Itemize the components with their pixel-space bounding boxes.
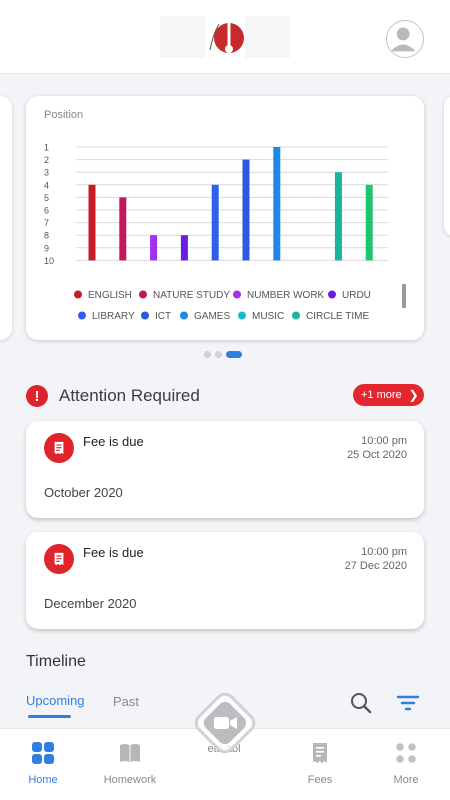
alert-icon: ! — [26, 385, 48, 407]
fee-time: 10:00 pm — [361, 546, 407, 558]
school-logo — [160, 16, 290, 58]
chart-title: Position — [44, 109, 84, 121]
legend-label: ICT — [155, 311, 171, 322]
carousel-dot[interactable] — [215, 350, 222, 358]
user-avatar-icon — [390, 27, 416, 52]
bar-games — [273, 147, 281, 261]
y-tick-label: 6 — [44, 206, 49, 216]
bar-circle-time — [334, 172, 342, 261]
nav-fees[interactable]: Fees — [280, 729, 360, 800]
position-chart: 1 2 3 4 5 6 7 8 9 10 ENGLISH NATURE STUDY NUMBER WOR… — [44, 143, 388, 322]
carousel-indicator — [204, 350, 242, 358]
fee-due-card[interactable]: Fee is due 10:00 pm 25 Oct 2020 October … — [26, 421, 424, 518]
y-tick-label: 4 — [44, 180, 49, 190]
y-tick-label: 1 — [44, 143, 49, 153]
fee-month: December 2020 — [44, 596, 137, 611]
legend-swatch — [139, 290, 147, 299]
legend-label: NUMBER WORK — [247, 290, 325, 301]
legend-label: GAMES — [194, 311, 230, 322]
nav-more[interactable]: More — [366, 729, 446, 800]
carousel-dot-active[interactable] — [226, 350, 242, 358]
receipt-icon — [313, 743, 327, 763]
y-tick-label: 8 — [44, 231, 49, 241]
receipt-icon — [44, 433, 74, 463]
legend-swatch — [238, 311, 246, 320]
y-tick-label: 7 — [44, 218, 49, 228]
receipt-icon — [44, 544, 74, 574]
chevron-right-icon: ❯ — [408, 388, 419, 402]
nav-home[interactable]: Home — [3, 729, 83, 800]
fee-time: 10:00 pm — [361, 435, 407, 447]
y-tick-label: 5 — [44, 193, 49, 203]
legend-swatch — [233, 290, 241, 299]
y-tick-label: 2 — [44, 155, 49, 165]
legend-swatch — [180, 311, 188, 320]
legend-swatch — [141, 311, 149, 320]
bar-library — [211, 184, 219, 261]
timeline-title: Timeline — [26, 653, 86, 670]
fee-date: 25 Oct 2020 — [347, 449, 407, 461]
legend-scrollbar[interactable] — [402, 284, 406, 308]
bar-nature-study — [119, 197, 127, 261]
search-icon[interactable] — [349, 691, 373, 715]
legend-swatch — [328, 290, 336, 299]
legend-swatch — [74, 290, 82, 299]
tab-upcoming[interactable]: Upcoming — [26, 693, 85, 708]
bar-unlabeled — [365, 184, 373, 261]
video-camera-icon — [194, 692, 256, 754]
fee-timestamp: 10:00 pm 25 Oct 2020 — [347, 434, 407, 462]
nav-fees-label: Fees — [307, 774, 333, 786]
nav-homework[interactable]: Homework — [90, 729, 170, 800]
carousel-card-next[interactable] — [444, 96, 450, 236]
legend-label: NATURE STUDY — [153, 290, 230, 301]
nav-home-label: Home — [28, 774, 58, 786]
legend-label: LIBRARY — [92, 311, 135, 322]
position-chart-card[interactable]: Position 1 2 3 4 5 6 7 8 9 10 ENGLISH NATURE STUDY N… — [26, 96, 424, 340]
attention-header: ! Attention Required — [26, 383, 200, 409]
top-bar — [0, 0, 450, 74]
apps-dots-icon — [396, 743, 416, 763]
more-attention-label: +1 more — [361, 389, 402, 401]
tab-active-indicator — [28, 715, 71, 718]
fee-month: October 2020 — [44, 485, 123, 500]
y-tick-label: 9 — [44, 243, 49, 253]
bar-urdu — [180, 235, 188, 261]
legend-swatch — [78, 311, 86, 320]
logo-icon — [205, 16, 245, 58]
video-call-button[interactable] — [190, 688, 260, 758]
fee-due-card[interactable]: Fee is due 10:00 pm 27 Dec 2020 December… — [26, 532, 424, 629]
legend-label: CIRCLE TIME — [306, 311, 369, 322]
legend-label: ENGLISH — [88, 290, 132, 301]
legend-swatch — [292, 311, 300, 320]
fee-title: Fee is due — [83, 545, 144, 560]
y-tick-label: 10 — [44, 256, 54, 266]
nav-more-label: More — [393, 774, 419, 786]
bar-number-work — [150, 235, 158, 261]
grid-icon — [32, 742, 54, 764]
bar-ict — [242, 159, 250, 261]
tab-past[interactable]: Past — [113, 694, 140, 709]
book-icon — [120, 744, 140, 762]
legend-label: URDU — [342, 290, 371, 301]
fee-timestamp: 10:00 pm 27 Dec 2020 — [345, 545, 407, 573]
filter-icon[interactable] — [396, 691, 420, 715]
y-tick-label: 3 — [44, 168, 49, 178]
carousel-card-previous[interactable] — [0, 96, 12, 340]
carousel-dot[interactable] — [204, 350, 211, 358]
attention-title: Attention Required — [59, 386, 200, 405]
fee-date: 27 Dec 2020 — [344, 560, 407, 572]
legend-label: MUSIC — [252, 311, 284, 322]
user-avatar[interactable] — [386, 20, 424, 58]
fee-title: Fee is due — [83, 434, 144, 449]
bar-english — [88, 184, 96, 261]
more-attention-button[interactable]: +1 more ❯ — [353, 384, 424, 406]
nav-homework-label: Homework — [103, 774, 157, 786]
